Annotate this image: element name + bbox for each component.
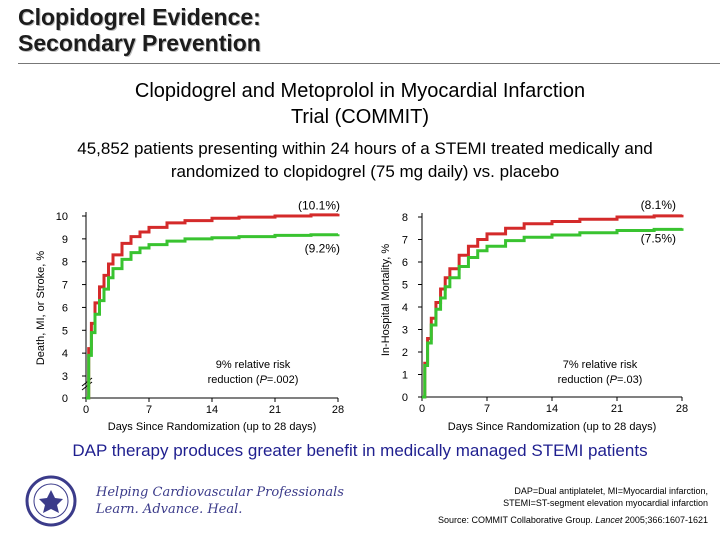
- left-series-end-label: (9.2%): [305, 241, 340, 255]
- left-annotation-post: =.002): [267, 374, 299, 386]
- left-annotation-p: P: [260, 374, 268, 386]
- right-series-clopidogrel-line: [422, 227, 684, 399]
- right-y-tick-label: 5: [402, 280, 408, 292]
- left-y-tick-label: 5: [62, 325, 68, 337]
- footnote-line1: DAP=Dual antiplatelet, MI=Myocardial inf…: [514, 486, 708, 496]
- right-x-tick-label: 0: [419, 403, 425, 415]
- title-divider: [18, 63, 720, 64]
- right-y-tick-label: 3: [402, 325, 408, 337]
- trial-description: 45,852 patients presenting within 24 hou…: [20, 137, 710, 183]
- right-x-axis-label: Days Since Randomization (up to 28 days): [448, 421, 657, 433]
- right-y-tick-label: 1: [402, 370, 408, 382]
- source-journal: Lancet: [595, 515, 623, 525]
- trial-name: Clopidogrel and Metoprolol in Myocardial…: [40, 78, 680, 130]
- trial-name-line2: Trial (COMMIT): [290, 106, 430, 128]
- slide-title-line1: Clopidogrel Evidence:: [18, 4, 261, 30]
- slide-title: Clopidogrel Evidence: Secondary Preventi…: [18, 4, 261, 56]
- right-y-tick-label: 2: [402, 347, 408, 359]
- right-x-tick-label: 7: [484, 403, 490, 415]
- right-x-tick-label: 21: [611, 403, 623, 415]
- acc-seal-logo: [25, 475, 77, 527]
- left-annotation-pre: reduction (: [208, 374, 260, 386]
- left-axis-break-mark: [81, 377, 93, 387]
- right-x-tick-label: 14: [546, 403, 558, 415]
- right-y-tick-label: 0: [402, 392, 408, 404]
- right-y-axis-label: In-Hospital Mortality, %: [380, 244, 392, 356]
- right-annotation-p: P: [610, 374, 618, 386]
- trial-description-line1: 45,852 patients presenting within 24 hou…: [77, 139, 653, 158]
- source-suffix: 2005;366:1607-1621: [622, 515, 708, 525]
- left-y-tick-label: 9: [62, 234, 68, 246]
- right-y-tick-label: 4: [402, 302, 408, 314]
- source-prefix: Source: COMMIT Collaborative Group.: [437, 515, 596, 525]
- trial-name-line1: Clopidogrel and Metoprolol in Myocardial…: [134, 80, 586, 102]
- left-y-tick-label: 7: [62, 280, 68, 292]
- left-series-clopidogrel-line: [86, 233, 340, 400]
- right-risk-annotation-line2: reduction (P=.03): [558, 374, 643, 386]
- footnote-line2: STEMI=ST-segment elevation myocardial in…: [503, 498, 708, 508]
- right-y-tick-label: 6: [402, 257, 408, 269]
- source-citation: Source: COMMIT Collaborative Group. Lanc…: [438, 515, 708, 525]
- left-x-tick-label: 0: [83, 404, 89, 416]
- conclusion-text: DAP therapy produces greater benefit in …: [72, 441, 648, 460]
- right-annotation-post: =.03): [617, 374, 642, 386]
- left-axis-break-mark: [81, 381, 93, 391]
- right-x-tick-label: 28: [676, 403, 688, 415]
- right-series-end-label: (8.1%): [641, 198, 676, 212]
- right-y-tick-label: 7: [402, 235, 408, 247]
- left-y-tick-label: 3: [62, 371, 68, 383]
- right-y-tick-label: 8: [402, 212, 408, 224]
- left-y-tick-label: 10: [56, 211, 68, 223]
- acc-tagline-line2: Learn. Advance. Heal.: [96, 502, 243, 517]
- right-series-end-label: (7.5%): [641, 231, 676, 245]
- left-y-tick-label: 0: [62, 393, 68, 405]
- right-series-placebo-line: [422, 214, 684, 399]
- left-risk-annotation-line2: reduction (P=.002): [208, 374, 299, 386]
- right-annotation-pre: reduction (: [558, 374, 610, 386]
- left-x-axis-label: Days Since Randomization (up to 28 days): [108, 421, 317, 433]
- abbreviation-footnote: DAP=Dual antiplatelet, MI=Myocardial inf…: [503, 485, 708, 509]
- left-y-tick-label: 4: [62, 348, 68, 360]
- left-y-tick-label: 6: [62, 302, 68, 314]
- left-x-tick-label: 7: [146, 404, 152, 416]
- left-y-axis-label: Death, MI, or Stroke, %: [35, 251, 47, 366]
- left-series-placebo-line: [86, 213, 340, 400]
- acc-tagline: Helping Cardiovascular Professionals Lea…: [96, 484, 344, 518]
- left-risk-annotation-line1: 9% relative risk: [216, 359, 291, 371]
- left-x-tick-label: 28: [332, 404, 344, 416]
- acc-tagline-line1: Helping Cardiovascular Professionals: [96, 485, 344, 500]
- left-x-tick-label: 14: [206, 404, 218, 416]
- slide-title-line2: Secondary Prevention: [18, 30, 261, 56]
- left-series-end-label: (10.1%): [298, 199, 340, 213]
- trial-description-line2: randomized to clopidogrel (75 mg daily) …: [170, 162, 560, 181]
- left-y-tick-label: 8: [62, 257, 68, 269]
- left-x-tick-label: 21: [269, 404, 281, 416]
- right-risk-annotation-line1: 7% relative risk: [563, 359, 638, 371]
